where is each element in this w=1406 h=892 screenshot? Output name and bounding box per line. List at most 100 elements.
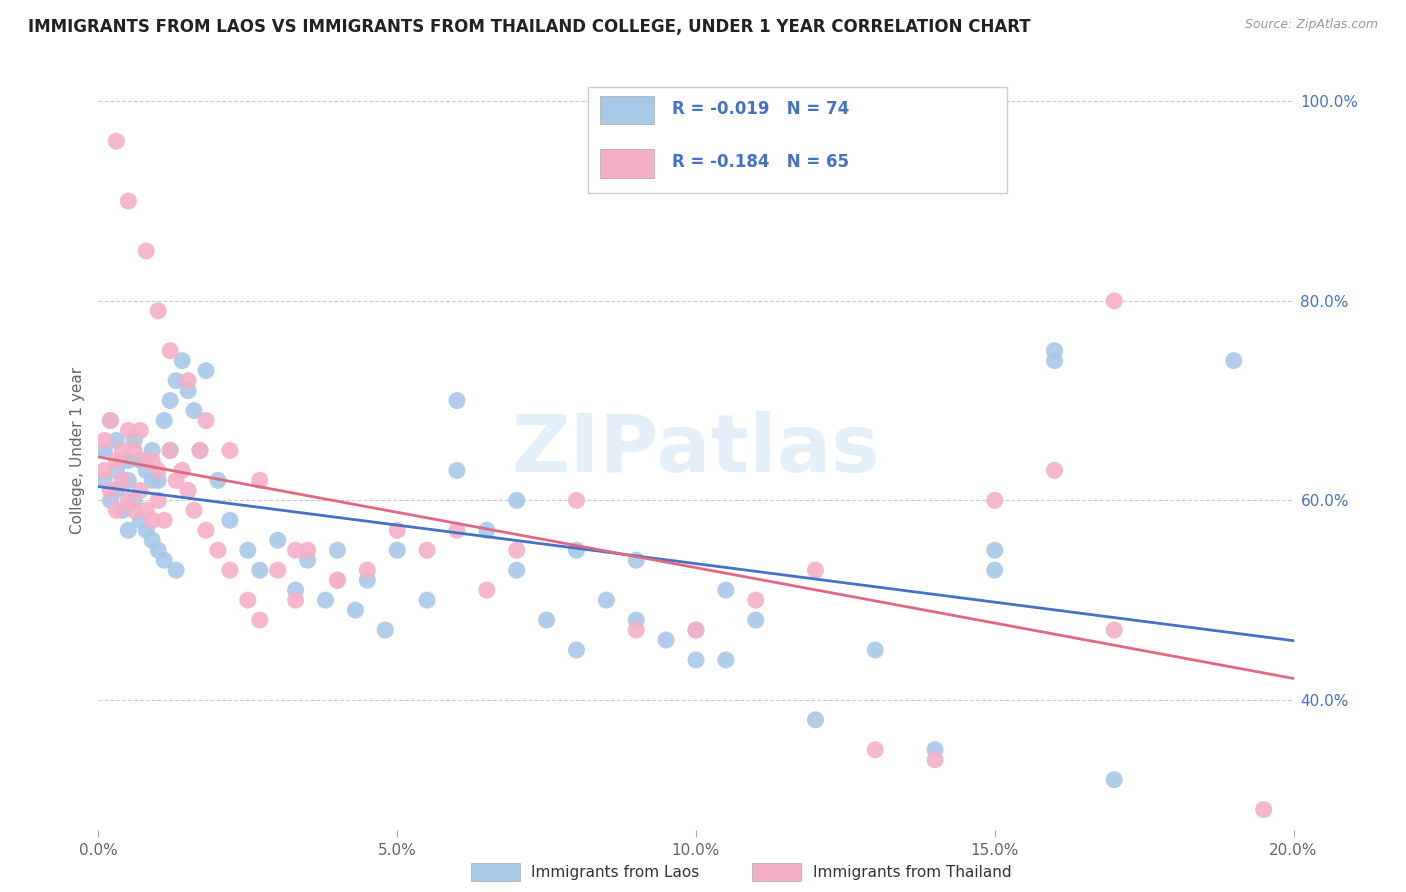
Point xyxy=(865,643,887,657)
Point xyxy=(177,483,200,498)
Point xyxy=(98,413,122,427)
Point xyxy=(595,593,617,607)
Point xyxy=(129,453,152,467)
Point xyxy=(344,603,367,617)
Point xyxy=(356,573,378,587)
Point xyxy=(159,443,181,458)
Point xyxy=(297,553,319,567)
Point xyxy=(385,523,409,537)
Y-axis label: College, Under 1 year: College, Under 1 year xyxy=(69,367,84,534)
Point xyxy=(475,583,498,598)
FancyBboxPatch shape xyxy=(600,95,654,125)
Point xyxy=(416,543,439,558)
Point xyxy=(326,573,349,587)
Point xyxy=(219,513,242,527)
Point xyxy=(159,343,181,358)
Point xyxy=(446,393,468,408)
Point xyxy=(117,424,139,438)
Point xyxy=(249,613,271,627)
Point xyxy=(135,503,157,517)
Point xyxy=(124,503,146,517)
Point xyxy=(98,483,122,498)
Point xyxy=(177,374,200,388)
Point xyxy=(188,443,211,458)
Point xyxy=(172,353,194,368)
Point xyxy=(135,463,157,477)
Point xyxy=(141,513,163,527)
Point xyxy=(284,593,307,607)
Text: R = -0.019   N = 74: R = -0.019 N = 74 xyxy=(672,100,849,119)
Point xyxy=(207,474,229,488)
Point xyxy=(141,474,163,488)
Point xyxy=(93,474,115,488)
Point xyxy=(159,443,181,458)
Text: IMMIGRANTS FROM LAOS VS IMMIGRANTS FROM THAILAND COLLEGE, UNDER 1 YEAR CORRELATI: IMMIGRANTS FROM LAOS VS IMMIGRANTS FROM … xyxy=(28,18,1031,36)
Point xyxy=(111,453,134,467)
Point xyxy=(626,613,648,627)
Point xyxy=(135,453,157,467)
Point xyxy=(655,633,678,648)
Point xyxy=(105,434,128,448)
Point xyxy=(188,443,211,458)
Point xyxy=(195,413,218,427)
Point xyxy=(565,543,588,558)
Point xyxy=(1253,803,1275,817)
Point xyxy=(714,583,737,598)
Point xyxy=(745,593,768,607)
Point xyxy=(506,563,529,577)
Point xyxy=(93,443,115,458)
Point xyxy=(1043,343,1066,358)
Text: Source: ZipAtlas.com: Source: ZipAtlas.com xyxy=(1244,18,1378,31)
Point xyxy=(475,523,498,537)
Point xyxy=(105,453,128,467)
Point xyxy=(111,443,134,458)
Text: Immigrants from Laos: Immigrants from Laos xyxy=(531,865,700,880)
Point xyxy=(98,493,122,508)
Point xyxy=(117,194,139,208)
Point xyxy=(135,523,157,537)
Point xyxy=(105,503,128,517)
Point xyxy=(267,533,290,548)
Point xyxy=(236,593,259,607)
Point xyxy=(385,543,409,558)
Point xyxy=(326,543,349,558)
Point xyxy=(98,413,122,427)
Point xyxy=(165,563,187,577)
Point xyxy=(536,613,558,627)
Point xyxy=(685,623,707,637)
Point xyxy=(124,493,146,508)
Point xyxy=(111,503,134,517)
Point xyxy=(284,583,307,598)
Point xyxy=(165,474,187,488)
Point xyxy=(1223,353,1246,368)
Point xyxy=(984,563,1007,577)
Point xyxy=(148,493,170,508)
Point xyxy=(124,443,146,458)
FancyBboxPatch shape xyxy=(589,87,1007,193)
Point xyxy=(446,463,468,477)
Point xyxy=(165,374,187,388)
Point xyxy=(804,563,827,577)
Point xyxy=(924,743,946,757)
Point xyxy=(924,753,946,767)
Point xyxy=(124,434,146,448)
Point xyxy=(284,543,307,558)
Point xyxy=(105,463,128,477)
Point xyxy=(195,364,218,378)
Point xyxy=(117,523,139,537)
Point xyxy=(236,543,259,558)
Point xyxy=(207,543,229,558)
Point xyxy=(148,474,170,488)
Point xyxy=(148,463,170,477)
Text: ZIPatlas: ZIPatlas xyxy=(512,411,880,490)
Text: Immigrants from Thailand: Immigrants from Thailand xyxy=(813,865,1011,880)
Point xyxy=(984,493,1007,508)
Point xyxy=(1043,353,1066,368)
Point xyxy=(195,523,218,537)
Point xyxy=(685,623,707,637)
Point xyxy=(865,743,887,757)
Point xyxy=(374,623,396,637)
Point xyxy=(141,533,163,548)
Point xyxy=(148,303,170,318)
Point xyxy=(249,563,271,577)
